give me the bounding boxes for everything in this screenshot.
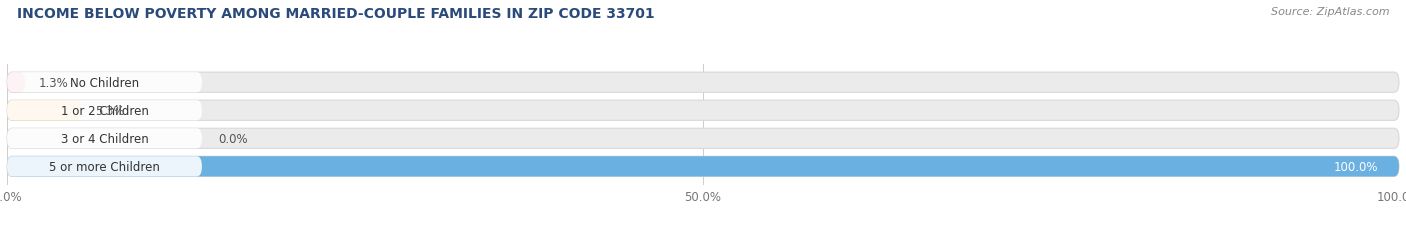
FancyBboxPatch shape (7, 73, 202, 93)
Text: INCOME BELOW POVERTY AMONG MARRIED-COUPLE FAMILIES IN ZIP CODE 33701: INCOME BELOW POVERTY AMONG MARRIED-COUPL… (17, 7, 655, 21)
Text: 0.0%: 0.0% (218, 132, 249, 145)
FancyBboxPatch shape (7, 73, 1399, 93)
FancyBboxPatch shape (7, 101, 1399, 121)
FancyBboxPatch shape (7, 157, 1399, 177)
FancyBboxPatch shape (7, 101, 202, 121)
Text: No Children: No Children (70, 76, 139, 89)
Text: 1 or 2 Children: 1 or 2 Children (60, 104, 149, 117)
FancyBboxPatch shape (7, 73, 25, 93)
Text: 1.3%: 1.3% (39, 76, 69, 89)
Text: Source: ZipAtlas.com: Source: ZipAtlas.com (1271, 7, 1389, 17)
Text: 5 or more Children: 5 or more Children (49, 160, 160, 173)
FancyBboxPatch shape (7, 129, 202, 149)
Text: 5.3%: 5.3% (94, 104, 124, 117)
Text: 3 or 4 Children: 3 or 4 Children (60, 132, 149, 145)
FancyBboxPatch shape (7, 101, 80, 121)
Text: 100.0%: 100.0% (1333, 160, 1378, 173)
FancyBboxPatch shape (7, 157, 1399, 177)
FancyBboxPatch shape (7, 157, 202, 177)
FancyBboxPatch shape (7, 129, 1399, 149)
